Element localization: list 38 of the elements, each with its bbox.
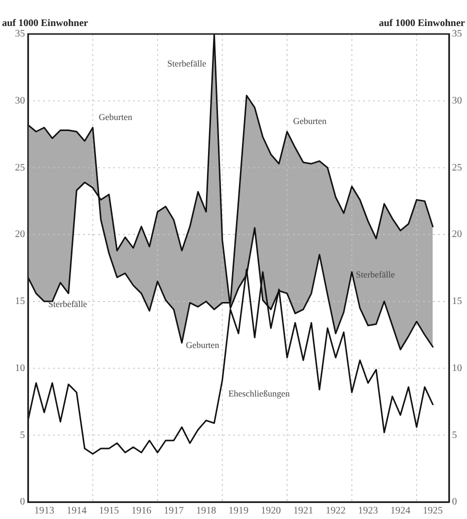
- y2-tick-label: 0: [452, 496, 457, 508]
- x-tick-label: 1923: [358, 506, 378, 517]
- y2-tick-label: 15: [452, 296, 462, 308]
- x-tick-label: 1922: [326, 506, 346, 517]
- x-tick-label: 1919: [228, 506, 248, 517]
- annotation: Sterbefälle: [48, 298, 88, 309]
- y2-tick-label: 20: [452, 229, 462, 240]
- y-tick-label: 0: [20, 496, 25, 508]
- y-tick-label: 20: [15, 229, 25, 240]
- y2-tick-label: 35: [452, 28, 462, 40]
- y2-tick-label: 30: [452, 95, 462, 106]
- x-tick-label: 1921: [293, 506, 314, 517]
- annotation: Geburten: [186, 340, 220, 350]
- x-tick-label: 1913: [34, 506, 54, 517]
- annotation: Eheschließungen: [228, 388, 290, 399]
- x-tick-label: 1914: [66, 506, 87, 517]
- annotation: Sterbefälle: [356, 269, 395, 280]
- x-tick-label: 1924: [390, 506, 410, 517]
- y-tick-label: 25: [15, 162, 25, 174]
- y-tick-label: 35: [15, 28, 25, 40]
- y-tick-label: 30: [15, 95, 25, 106]
- x-tick-label: 1917: [164, 506, 184, 517]
- x-tick-label: 1920: [260, 506, 281, 517]
- x-tick-label: 1915: [98, 506, 119, 517]
- y2-tick-label: 5: [452, 430, 457, 441]
- y-axis-title: auf 1000 Einwohner: [2, 18, 89, 29]
- annotation: Sterbefälle: [167, 58, 206, 68]
- y-tick-label: 5: [20, 430, 25, 441]
- y-tick-label: 10: [15, 362, 25, 374]
- annotation: Geburten: [293, 116, 328, 126]
- y2-axis-title: auf 1000 Einwohner: [378, 18, 466, 29]
- x-tick-label: 1925: [422, 506, 443, 517]
- y2-tick-label: 25: [452, 162, 462, 174]
- annotation: Geburten: [98, 112, 133, 122]
- x-tick-label: 1918: [196, 506, 216, 517]
- y-tick-label: 15: [15, 296, 25, 308]
- x-tick-label: 1916: [131, 506, 152, 517]
- y2-tick-label: 10: [452, 362, 462, 374]
